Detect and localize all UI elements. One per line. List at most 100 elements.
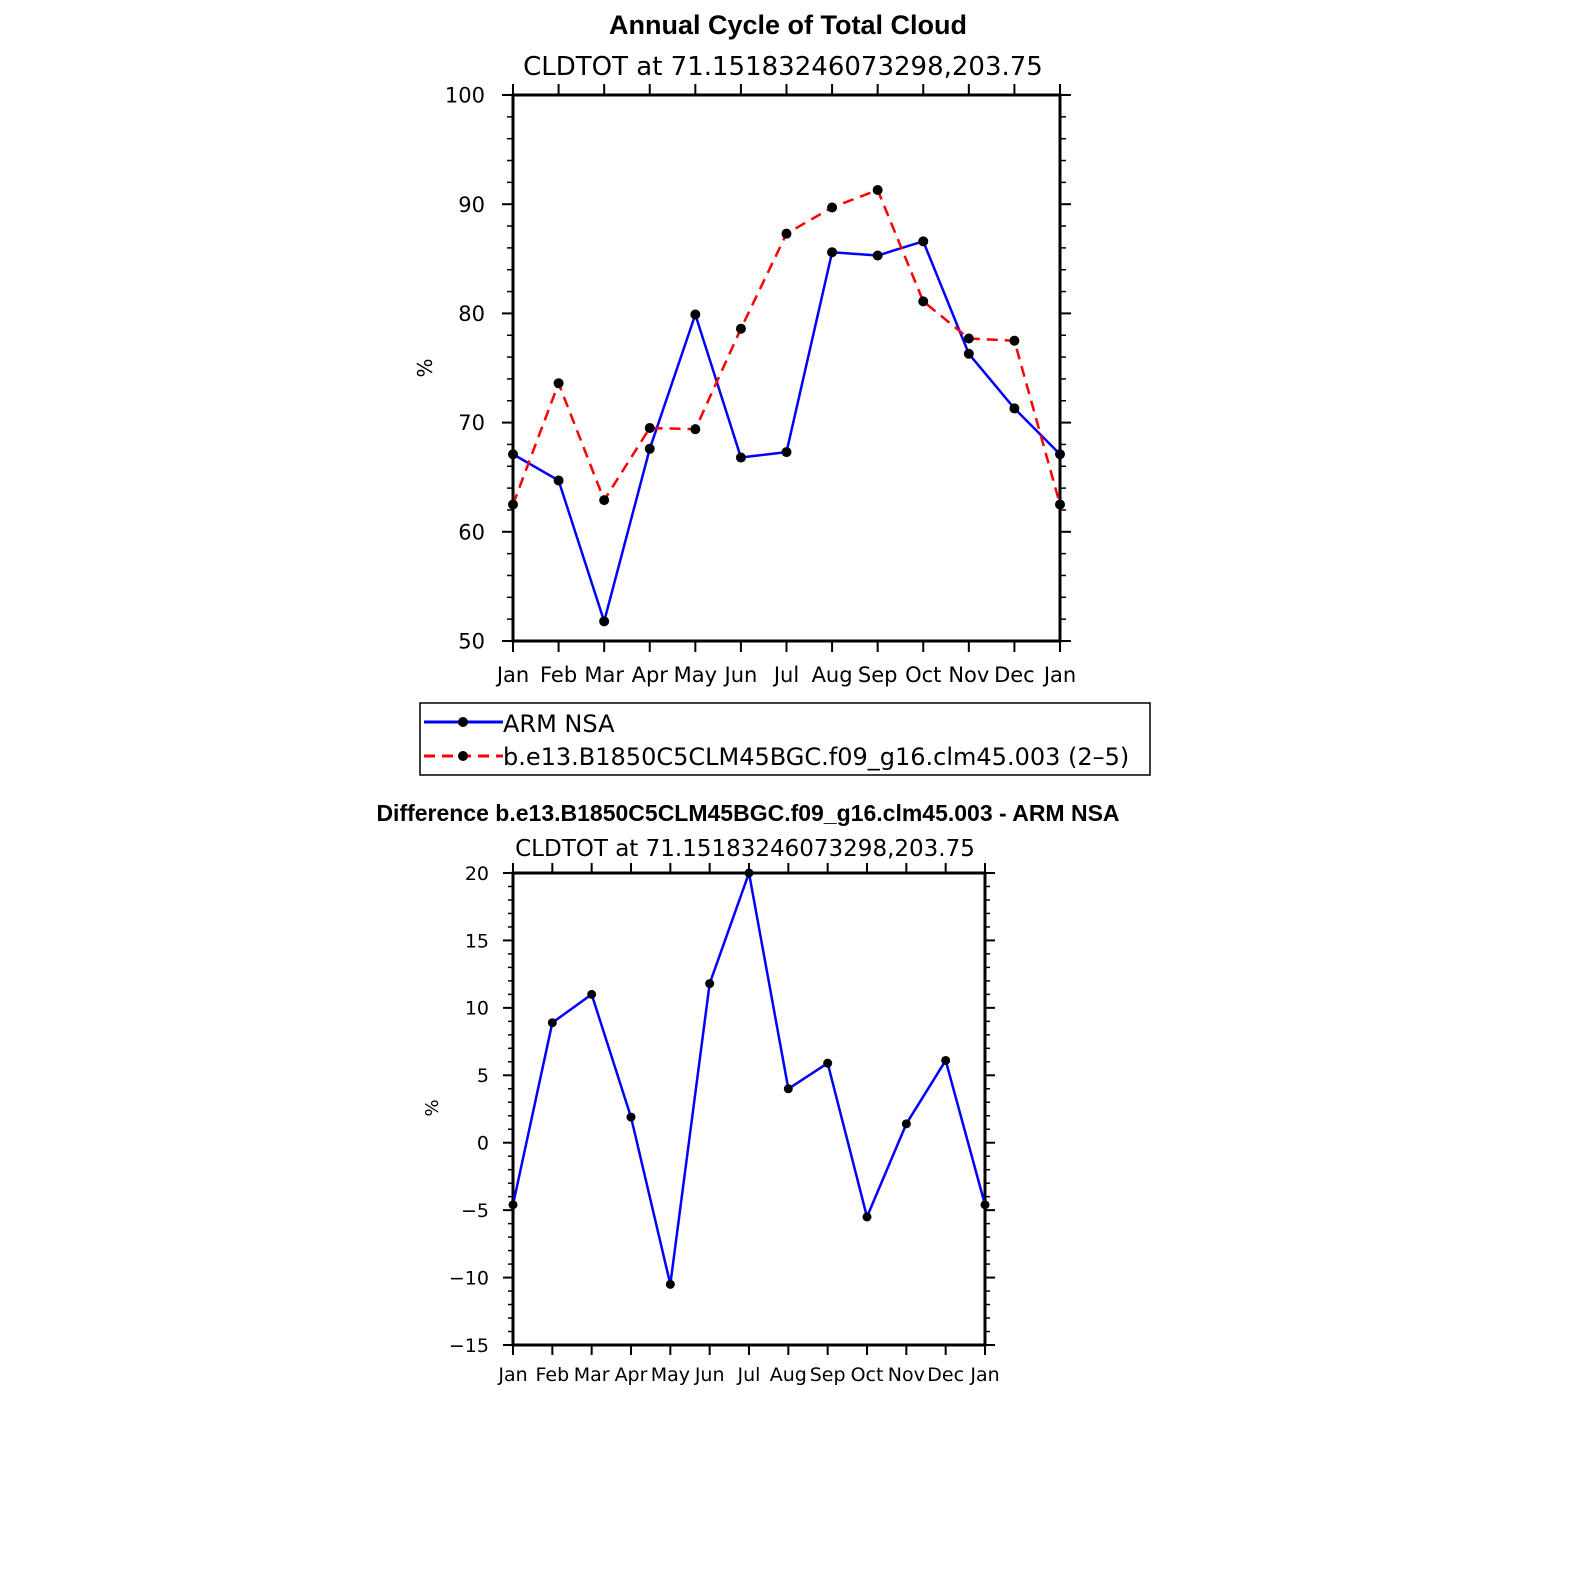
y-axis-label: % (413, 358, 437, 377)
data-point-1 (872, 185, 883, 196)
y-tick-label: −5 (461, 1200, 489, 1222)
legend-entry-arm-nsa: ARM NSA (503, 710, 615, 738)
x-tick-label: Apr (632, 663, 669, 687)
series-line-0 (511, 871, 987, 1286)
y-tick-label: 20 (465, 863, 489, 885)
data-point-0 (827, 247, 838, 258)
y-tick-label: 5 (477, 1065, 489, 1087)
x-tick-label: Jan (495, 663, 529, 687)
y-tick-label: −15 (449, 1335, 489, 1357)
y-tick-label: 10 (465, 998, 489, 1020)
x-tick-label: Oct (905, 663, 941, 687)
chart-title: Difference b.e13.B1850C5CLM45BGC.f09_g16… (376, 800, 1119, 826)
data-point-0 (508, 1200, 518, 1210)
chart-subtitle: CLDTOT at 71.15183246073298,203.75 (523, 52, 1043, 82)
data-point-1 (690, 424, 701, 435)
y-axis-label: % (422, 1099, 443, 1116)
x-tick-label: Dec (994, 663, 1035, 687)
data-point-0 (690, 309, 701, 320)
data-point-0 (918, 236, 929, 247)
series-group (508, 868, 990, 1289)
data-point-0 (626, 1112, 636, 1122)
data-point-0 (1009, 403, 1020, 414)
legend-box (419, 702, 1151, 776)
x-tick-label: Jun (694, 1364, 725, 1386)
y-tick-label: 70 (458, 411, 485, 435)
data-point-0 (783, 1084, 793, 1094)
y-tick-label: 90 (458, 193, 485, 217)
y-tick-label: 15 (465, 930, 489, 952)
data-point-0 (1055, 449, 1065, 460)
data-point-0 (823, 1058, 833, 1068)
y-tick-label: 50 (458, 630, 485, 654)
x-tick-label: Apr (615, 1364, 648, 1386)
y-tick-label: 80 (458, 302, 485, 326)
data-point-0 (941, 1055, 951, 1065)
data-point-0 (587, 989, 597, 999)
data-point-1 (508, 499, 518, 510)
series-group (508, 185, 1065, 627)
data-point-1 (827, 202, 838, 213)
y-tick-labels: −15 −10 −5 0 5 10 15 20 (449, 863, 489, 1357)
data-point-0 (901, 1119, 911, 1129)
x-tick-label: Feb (536, 1364, 570, 1386)
difference-chart: Difference b.e13.B1850C5CLM45BGC.f09_g16… (376, 800, 1119, 1386)
axis-ticks (502, 84, 1071, 652)
data-point-0 (547, 1018, 557, 1028)
data-point-1 (735, 323, 746, 334)
data-point-0 (862, 1212, 872, 1222)
data-point-1 (553, 378, 564, 389)
legend-marker-model (458, 751, 468, 761)
chart-title: Annual Cycle of Total Cloud (609, 10, 967, 40)
series-line-0 (512, 240, 1061, 623)
data-point-0 (872, 250, 883, 261)
data-point-0 (553, 475, 564, 486)
x-tick-label: Jun (723, 663, 758, 687)
y-tick-labels: 50 60 70 80 90 100 (445, 84, 485, 654)
x-tick-label: Jan (497, 1364, 527, 1386)
axis-ticks (503, 863, 995, 1355)
x-tick-label: Aug (812, 663, 853, 687)
data-point-1 (918, 296, 929, 307)
legend: ARM NSA b.e13.B1850C5CLM45BGC.f09_g16.cl… (419, 702, 1151, 776)
x-tick-labels: Jan Feb Mar Apr May Jun Jul Aug Sep Oct Nov Dec Jan (497, 1364, 999, 1386)
x-tick-label: Feb (540, 663, 577, 687)
legend-entry-model: b.e13.B1850C5CLM45BGC.f09_g16.clm45.003 … (503, 743, 1129, 771)
data-point-0 (980, 1200, 990, 1210)
x-tick-label: Oct (851, 1364, 884, 1386)
x-tick-label: Jan (1042, 663, 1076, 687)
data-point-0 (508, 449, 518, 460)
data-point-1 (1009, 335, 1020, 346)
data-point-1 (1055, 499, 1065, 510)
x-tick-label: Dec (927, 1364, 964, 1386)
chart-subtitle: CLDTOT at 71.15183246073298,203.75 (515, 836, 975, 862)
x-tick-label: Nov (888, 1364, 925, 1386)
data-point-0 (665, 1279, 675, 1289)
data-point-0 (781, 447, 792, 458)
x-tick-label: Jan (969, 1364, 999, 1386)
y-tick-label: −10 (449, 1267, 489, 1289)
data-point-1 (599, 495, 610, 506)
data-point-0 (744, 868, 754, 878)
x-tick-label: Mar (574, 1364, 610, 1386)
x-tick-labels: Jan Feb Mar Apr May Jun Jul Aug Sep Oct Nov Dec Jan (495, 663, 1076, 687)
x-tick-label: Jul (772, 663, 799, 687)
x-tick-label: Jul (737, 1364, 761, 1386)
annual-cycle-chart: Annual Cycle of Total Cloud CLDTOT at 71… (413, 10, 1076, 687)
y-tick-label: 60 (458, 520, 485, 544)
data-point-0 (644, 443, 655, 454)
data-point-0 (705, 979, 715, 989)
y-tick-label: 100 (445, 84, 485, 108)
x-tick-label: May (651, 1364, 690, 1386)
x-tick-label: Sep (858, 663, 898, 687)
x-tick-label: Mar (584, 663, 624, 687)
x-tick-label: Sep (810, 1364, 846, 1386)
data-point-0 (735, 452, 746, 463)
x-tick-label: Aug (770, 1364, 807, 1386)
legend-marker-arm-nsa (458, 717, 468, 727)
y-tick-label: 0 (477, 1133, 489, 1155)
plot-frame (511, 93, 1062, 643)
x-tick-label: May (674, 663, 717, 687)
data-point-1 (963, 333, 974, 344)
